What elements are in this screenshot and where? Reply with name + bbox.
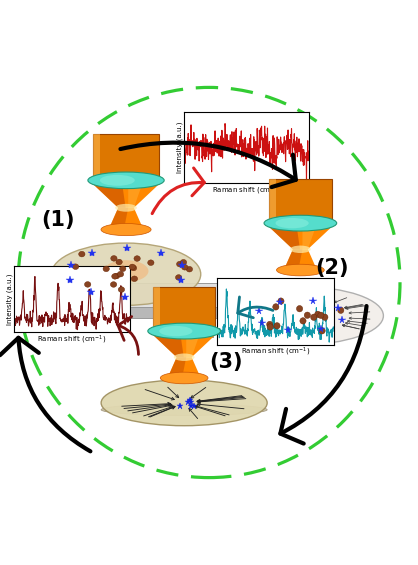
Polygon shape bbox=[153, 286, 160, 330]
Ellipse shape bbox=[174, 354, 194, 361]
Ellipse shape bbox=[267, 321, 273, 328]
Text: (2): (2) bbox=[315, 258, 349, 278]
Polygon shape bbox=[168, 357, 186, 378]
Polygon shape bbox=[93, 134, 159, 180]
Ellipse shape bbox=[267, 324, 273, 330]
Ellipse shape bbox=[129, 264, 135, 270]
Ellipse shape bbox=[130, 265, 137, 271]
Ellipse shape bbox=[101, 404, 267, 415]
Polygon shape bbox=[303, 223, 317, 249]
Ellipse shape bbox=[148, 260, 154, 266]
Ellipse shape bbox=[79, 251, 85, 257]
Ellipse shape bbox=[104, 260, 148, 282]
Polygon shape bbox=[226, 282, 242, 326]
Ellipse shape bbox=[51, 243, 201, 305]
Ellipse shape bbox=[160, 372, 208, 384]
Ellipse shape bbox=[290, 246, 311, 253]
Ellipse shape bbox=[88, 172, 164, 189]
Polygon shape bbox=[284, 249, 317, 270]
Ellipse shape bbox=[264, 215, 337, 231]
Ellipse shape bbox=[117, 271, 124, 277]
Ellipse shape bbox=[304, 312, 311, 319]
Ellipse shape bbox=[103, 266, 110, 272]
Polygon shape bbox=[168, 357, 201, 378]
Ellipse shape bbox=[115, 204, 137, 212]
Ellipse shape bbox=[318, 312, 324, 319]
Ellipse shape bbox=[111, 255, 117, 261]
Text: (3): (3) bbox=[209, 351, 242, 372]
Polygon shape bbox=[109, 208, 143, 229]
Ellipse shape bbox=[338, 307, 344, 314]
Ellipse shape bbox=[159, 326, 192, 336]
Ellipse shape bbox=[84, 281, 91, 287]
Ellipse shape bbox=[273, 303, 279, 310]
Polygon shape bbox=[89, 180, 163, 208]
Ellipse shape bbox=[120, 266, 126, 272]
Ellipse shape bbox=[319, 328, 325, 334]
Polygon shape bbox=[89, 180, 125, 208]
Ellipse shape bbox=[296, 306, 303, 312]
Polygon shape bbox=[269, 179, 276, 222]
Ellipse shape bbox=[112, 273, 118, 279]
Ellipse shape bbox=[176, 275, 182, 280]
Polygon shape bbox=[265, 223, 336, 249]
Ellipse shape bbox=[118, 287, 125, 292]
Polygon shape bbox=[35, 307, 226, 318]
Polygon shape bbox=[93, 134, 100, 180]
Ellipse shape bbox=[311, 314, 317, 320]
Polygon shape bbox=[186, 331, 201, 357]
Polygon shape bbox=[149, 331, 219, 357]
Ellipse shape bbox=[277, 264, 324, 276]
Ellipse shape bbox=[101, 380, 267, 425]
Polygon shape bbox=[149, 331, 184, 357]
Ellipse shape bbox=[274, 323, 280, 329]
Ellipse shape bbox=[176, 261, 183, 267]
Polygon shape bbox=[284, 249, 303, 270]
Polygon shape bbox=[35, 282, 226, 307]
Polygon shape bbox=[153, 286, 215, 330]
Ellipse shape bbox=[100, 175, 135, 186]
Ellipse shape bbox=[300, 318, 306, 324]
Polygon shape bbox=[109, 208, 128, 229]
Ellipse shape bbox=[322, 314, 328, 320]
Ellipse shape bbox=[116, 259, 122, 265]
Ellipse shape bbox=[113, 273, 120, 279]
Polygon shape bbox=[128, 180, 143, 208]
Ellipse shape bbox=[131, 276, 138, 281]
Ellipse shape bbox=[134, 256, 140, 262]
Ellipse shape bbox=[148, 323, 220, 339]
Ellipse shape bbox=[217, 286, 383, 345]
Polygon shape bbox=[269, 179, 331, 222]
Ellipse shape bbox=[315, 311, 321, 318]
Ellipse shape bbox=[186, 267, 193, 272]
Ellipse shape bbox=[275, 218, 308, 228]
Ellipse shape bbox=[110, 282, 117, 287]
Ellipse shape bbox=[101, 224, 151, 236]
Ellipse shape bbox=[181, 264, 188, 270]
Polygon shape bbox=[265, 223, 300, 249]
Ellipse shape bbox=[72, 264, 79, 270]
Ellipse shape bbox=[180, 259, 187, 265]
Ellipse shape bbox=[278, 298, 284, 305]
Text: (1): (1) bbox=[41, 210, 74, 231]
